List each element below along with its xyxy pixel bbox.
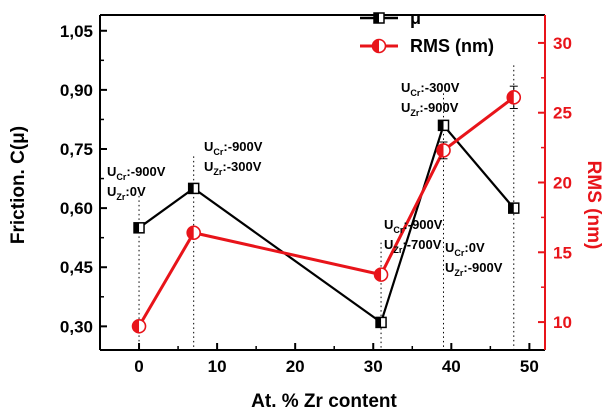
annotation-zr: UZr:-300V <box>204 159 262 177</box>
friction-point-fill <box>188 183 194 194</box>
legend-rms-label: RMS (nm) <box>410 36 494 56</box>
x-axis-label: At. % Zr content <box>251 391 397 412</box>
x-tick-label: 0 <box>134 357 143 376</box>
y-left-tick-label: 0,45 <box>60 258 93 277</box>
friction-point-fill <box>134 222 140 233</box>
rms-point-fill <box>187 226 194 240</box>
rms-line <box>137 96 515 328</box>
annotation-cr: UCr:0V <box>445 240 485 258</box>
y-left-tick-label: 1,05 <box>60 22 93 41</box>
friction-line <box>138 123 515 325</box>
annotation-zr: UZr:0V <box>107 184 146 202</box>
x-tick-label: 50 <box>520 357 539 376</box>
legend-rms-marker-fill <box>372 39 379 53</box>
y-right-tick-label: 20 <box>553 174 572 193</box>
x-tick-label: 30 <box>364 357 383 376</box>
rms-point-fill <box>132 319 140 333</box>
y-left-tick-label: 0,30 <box>60 317 93 336</box>
annotation-zr: UZr:-900V <box>401 100 459 118</box>
y-right-tick-label: 30 <box>553 34 572 53</box>
rms-point-fill <box>507 90 514 104</box>
y-right-tick-label: 25 <box>553 104 572 123</box>
annotation-cr: UCr:-300V <box>401 80 460 98</box>
x-tick-label: 40 <box>442 357 461 376</box>
rms-point-fill <box>437 143 444 157</box>
legend-friction-marker-fill <box>374 13 379 23</box>
annotation-zr: UZr:-900V <box>445 260 503 278</box>
annotation-cr: UCr:-900V <box>107 164 166 182</box>
y-left-tick-label: 0,60 <box>60 199 93 218</box>
y-left-tick-label: 0,90 <box>60 81 93 100</box>
friction-point-fill <box>438 120 444 131</box>
x-tick-label: 20 <box>286 357 305 376</box>
friction-point-fill <box>376 317 382 328</box>
y-axis-right-label: RMS (nm) <box>583 161 604 250</box>
annotation-zr: UZr:-700V <box>384 237 442 255</box>
y-right-tick-label: 10 <box>553 313 572 332</box>
x-tick-label: 10 <box>208 357 227 376</box>
rms-point-fill <box>374 268 382 282</box>
annotation-cr: UCr:-900V <box>204 139 263 157</box>
legend-friction-label: μ <box>410 8 421 28</box>
friction-point-fill <box>508 203 514 214</box>
y-left-tick-label: 0,75 <box>60 140 93 159</box>
y-right-tick-label: 15 <box>553 243 572 262</box>
y-axis-left-label: Friction. C(μ) <box>8 126 29 244</box>
annotation-cr: UCr:-900V <box>384 217 443 235</box>
